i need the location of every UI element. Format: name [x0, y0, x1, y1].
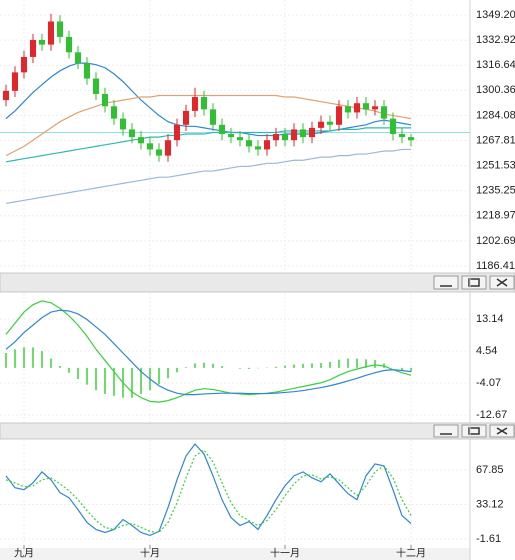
- candle-body: [264, 140, 270, 150]
- panel-separator: [0, 422, 515, 440]
- candle-body: [255, 146, 261, 150]
- y-tick-label: 13.14: [476, 313, 504, 325]
- y-tick-label: 1284.08: [476, 109, 515, 121]
- icon: [496, 278, 508, 287]
- line: [5, 300, 412, 403]
- line: [5, 62, 412, 137]
- candle-body: [111, 106, 117, 119]
- candle-body: [219, 124, 225, 135]
- candle-body: [273, 134, 279, 141]
- candle-body: [165, 140, 171, 156]
- candle-body: [93, 78, 99, 94]
- candle-body: [309, 127, 315, 138]
- separator-band: [0, 422, 515, 440]
- candle-body: [12, 72, 18, 91]
- candle-body: [345, 106, 351, 113]
- y-tick-label: -4.07: [476, 377, 501, 389]
- y-tick-label: 1235.25: [476, 185, 515, 197]
- x-tick-label: 十月: [140, 547, 160, 560]
- x-tick-label: 九月: [14, 548, 34, 560]
- y-tick-label: 1218.97: [476, 210, 515, 222]
- candle-body: [372, 106, 378, 110]
- candle-body: [318, 121, 324, 128]
- x-axis-band: [0, 548, 470, 560]
- line: [5, 309, 412, 396]
- candle-body: [210, 109, 216, 125]
- candle-body: [282, 134, 288, 141]
- y-tick-label: 1251.53: [476, 160, 515, 172]
- y-tick-label: 1349.20: [476, 9, 515, 21]
- candle-body: [408, 137, 414, 141]
- y-tick-label: 1267.81: [476, 134, 515, 146]
- x-tick-label: 十二月: [396, 547, 426, 560]
- restore-button[interactable]: [461, 424, 487, 438]
- line: [5, 449, 412, 534]
- y-tick-label: 1186.41: [476, 260, 515, 272]
- y-tick-label: -12.67: [476, 409, 507, 421]
- restore-button[interactable]: [461, 275, 487, 290]
- candle-body: [381, 106, 387, 119]
- y-tick-label: -1.61: [476, 533, 501, 545]
- line: [5, 443, 412, 537]
- candle-body: [174, 124, 180, 141]
- y-tick-label: 4.54: [476, 345, 497, 357]
- line: [5, 94, 412, 157]
- candle-body: [192, 97, 198, 111]
- y-tick-label: 67.85: [476, 464, 504, 476]
- candle-body: [48, 21, 54, 45]
- candle-body: [336, 106, 342, 125]
- y-tick-label: 1202.69: [476, 235, 515, 247]
- minimize-button[interactable]: [433, 424, 459, 438]
- candle-body: [57, 21, 63, 37]
- candle-body: [399, 134, 405, 138]
- candle-body: [246, 140, 252, 147]
- y-tick-label: 1332.92: [476, 34, 515, 46]
- candle-body: [156, 149, 162, 156]
- candle-body: [363, 103, 369, 110]
- x-tick-label: 十一月: [270, 547, 300, 560]
- candle-body: [327, 121, 333, 125]
- candle-body: [147, 143, 153, 150]
- candle-body: [21, 56, 27, 73]
- candle-body: [354, 103, 360, 113]
- candle-body: [102, 93, 108, 107]
- candle-body: [30, 39, 36, 57]
- icon: [496, 427, 508, 435]
- candle-body: [390, 118, 396, 135]
- candle-body: [75, 52, 81, 64]
- line: [5, 127, 411, 163]
- candle-body: [129, 129, 135, 138]
- icon: [468, 427, 480, 435]
- y-tick-label: 1300.36: [476, 84, 515, 96]
- minimize-button[interactable]: [433, 275, 459, 290]
- candle-body: [138, 137, 144, 144]
- y-tick-label: 33.12: [476, 498, 504, 510]
- candle-body: [228, 134, 234, 138]
- panel-separator: [0, 272, 515, 293]
- candle-body: [183, 110, 189, 125]
- separator-band: [0, 272, 515, 293]
- candle-body: [66, 36, 72, 53]
- y-tick-label: 1316.64: [476, 59, 515, 71]
- candle-body: [120, 118, 126, 130]
- candle-body: [237, 137, 243, 141]
- icon: [468, 278, 480, 287]
- candle-body: [3, 90, 9, 101]
- candle-body: [84, 63, 90, 79]
- candle-body: [291, 129, 297, 141]
- candle-body: [201, 97, 207, 110]
- candle-body: [300, 129, 306, 138]
- candle-body: [39, 39, 45, 45]
- line: [5, 148, 411, 205]
